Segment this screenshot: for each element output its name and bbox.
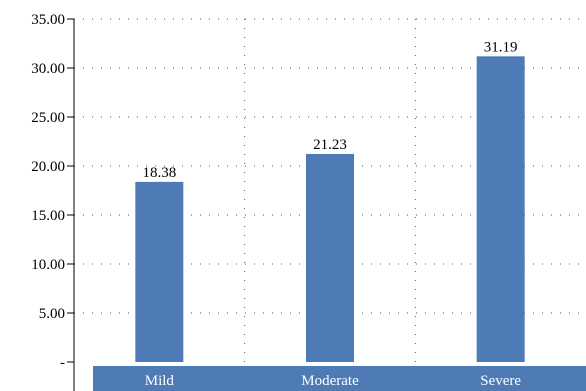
category-band [93,366,586,391]
x-tick-label-moderate: Moderate [301,373,359,389]
data-label-severe: 31.19 [484,39,518,55]
x-tick-label-mild: Mild [145,373,175,389]
y-axis: - 5.00 10.00 15.00 20.00 25.00 30.00 35.00 [31,12,75,391]
data-label-moderate: 21.23 [313,137,347,153]
grid-lines [74,18,586,362]
y-tick-label: 30.00 [31,61,65,77]
y-tick-label: 20.00 [31,159,65,175]
data-label-mild: 18.38 [142,165,176,181]
y-tick-label: 15.00 [31,208,65,224]
y-tick-label: 25.00 [31,110,65,126]
bar-mild [135,181,184,362]
bar-moderate [306,153,354,362]
y-tick-label: 5.00 [39,306,65,322]
x-tick-label-severe: Severe [480,373,521,389]
bar-severe [476,56,525,362]
x-axis-band: Mild Moderate Severe [93,366,586,391]
y-tick-label: 10.00 [31,257,65,273]
y-tick-label: - [60,355,65,371]
bars: 18.38 21.23 31.19 [135,39,525,362]
y-tick-label: 35.00 [31,12,65,28]
